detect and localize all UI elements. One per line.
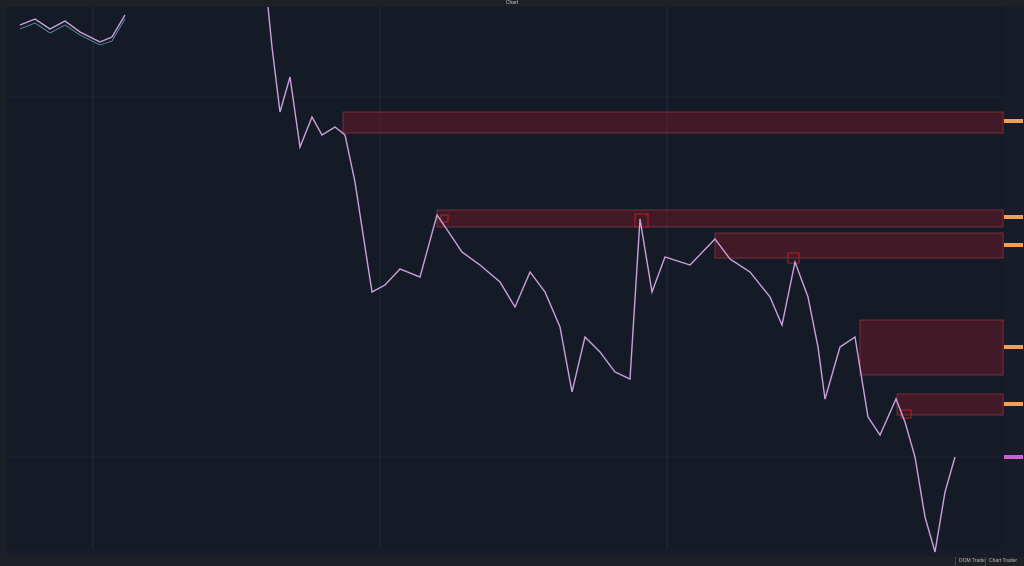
price-chart (0, 7, 1024, 557)
supply-zone (714, 232, 1004, 259)
supply-zone (896, 393, 1004, 416)
toolbar (0, 7, 7, 557)
last-price-tag (1004, 455, 1023, 459)
price-path-up (19, 18, 126, 46)
price-tag (1004, 243, 1023, 247)
price-path (267, 7, 956, 553)
marker-box (900, 409, 912, 419)
supply-zone (436, 209, 1004, 228)
price-tag (1004, 345, 1023, 349)
supply-zone (859, 319, 1004, 376)
price-axis (1003, 7, 1024, 557)
zones (342, 111, 1004, 416)
price-tag (1004, 215, 1023, 219)
status-bar: DOM Trader Chart Trader (0, 557, 1024, 566)
status-tab[interactable]: Chart Trader (985, 557, 1020, 566)
axis-tags (1004, 119, 1023, 459)
marker-box (440, 214, 449, 223)
price-tag (1004, 119, 1023, 123)
supply-zone (342, 111, 1004, 134)
status-tab[interactable]: DOM Trader (955, 557, 990, 566)
title-bar: Chart (0, 0, 1024, 7)
chart-bg (0, 7, 1024, 557)
time-axis (7, 548, 1003, 557)
marker-box (787, 252, 800, 264)
price-tag (1004, 402, 1023, 406)
price-path (19, 14, 126, 43)
window-title: Chart (505, 0, 519, 6)
